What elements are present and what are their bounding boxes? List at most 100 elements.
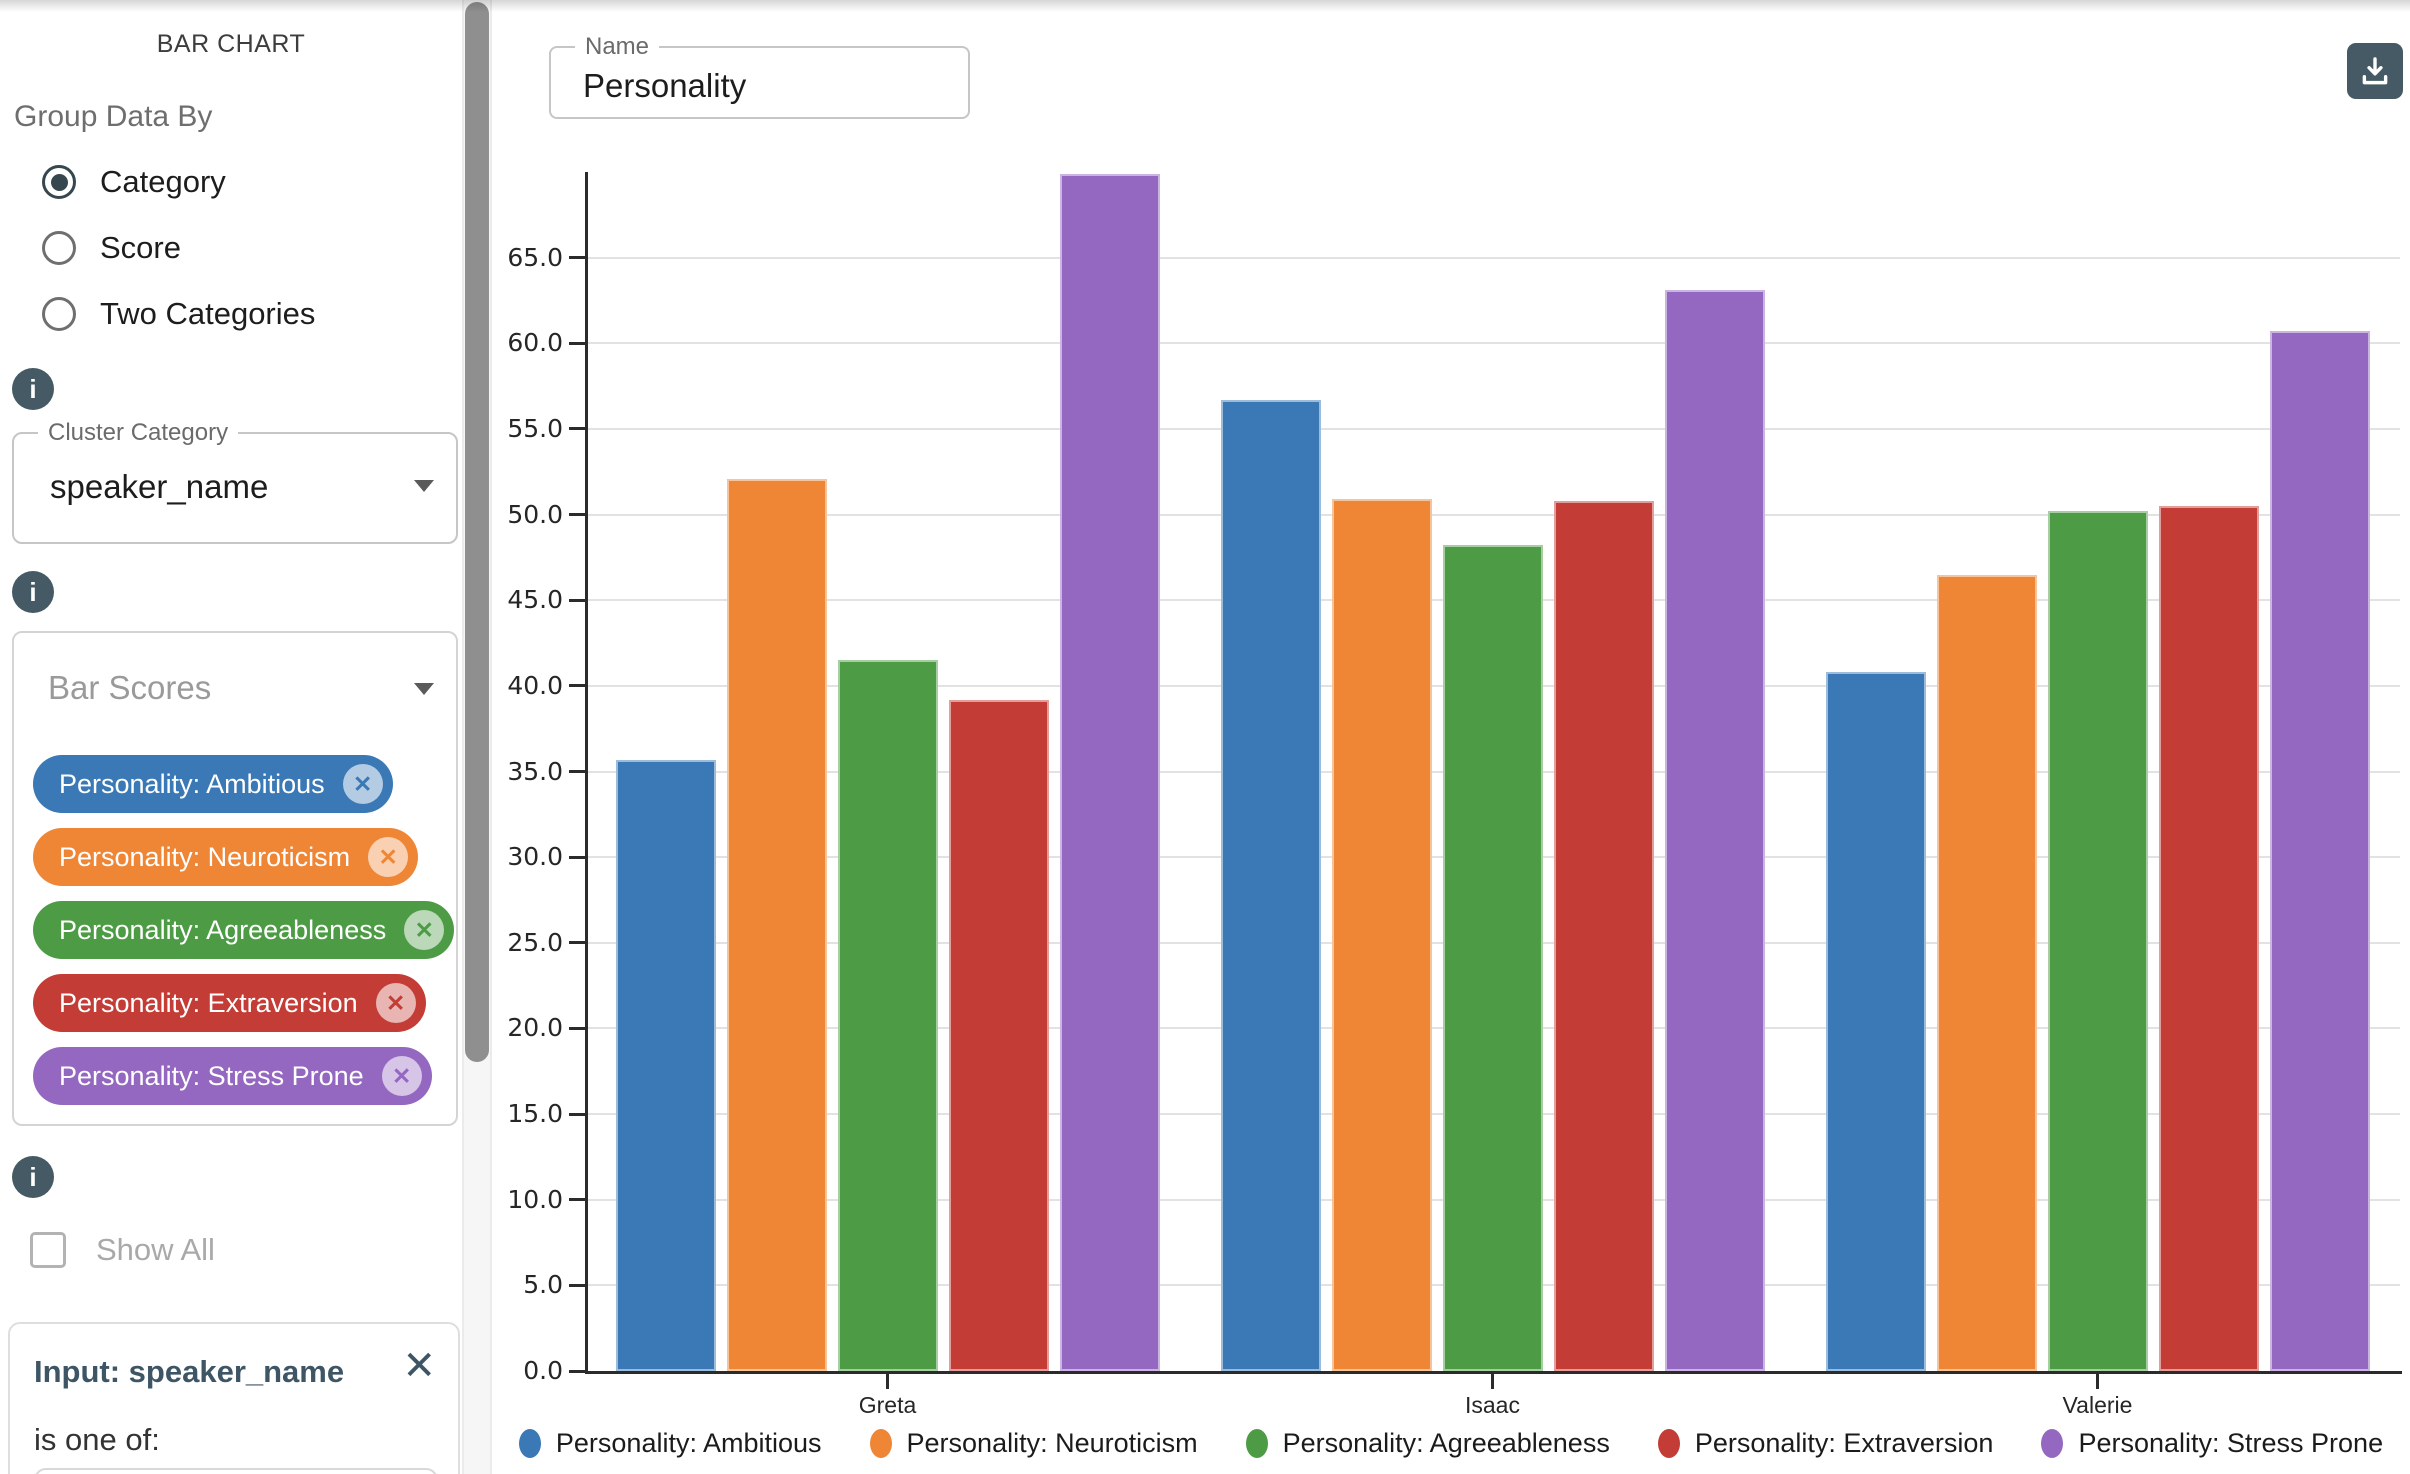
legend-label: Personality: Ambitious: [555, 1428, 822, 1458]
legend-label: Personality: Agreeableness: [1282, 1428, 1610, 1458]
legend-marker: [1657, 1429, 1680, 1458]
score-chip-label: Personality: Ambitious: [59, 768, 325, 799]
chart-name-label: Name: [575, 33, 660, 61]
y-tick-mark: [569, 427, 585, 431]
x-tick-label: Greta: [858, 1392, 917, 1418]
y-tick-label: 30.0: [507, 842, 563, 872]
chip-remove-icon[interactable]: ✕: [375, 983, 416, 1023]
bar-greta-3: [837, 660, 938, 1371]
download-icon: [2362, 57, 2388, 85]
bar-isaac-3: [1442, 545, 1543, 1371]
download-button[interactable]: [2347, 43, 2403, 99]
radio-selected-icon: [42, 165, 76, 199]
gridline: [585, 427, 2400, 430]
score-chip-label: Personality: Agreeableness: [59, 914, 387, 945]
sidebar-scrollbar-thumb[interactable]: [465, 2, 489, 1062]
radio-label: Two Categories: [100, 296, 316, 331]
filter-value-input[interactable]: [34, 1468, 438, 1474]
bar-valerie-2: [1936, 574, 2037, 1371]
y-tick-label: 25.0: [507, 927, 563, 957]
bar-valerie-5: [2269, 331, 2370, 1371]
close-icon[interactable]: ✕: [402, 1344, 436, 1388]
legend-marker: [869, 1429, 892, 1458]
radio-option-score[interactable]: Score: [42, 222, 315, 274]
y-tick-mark: [569, 1283, 585, 1287]
filter-panel-title: Input: speaker_name: [34, 1354, 345, 1389]
y-tick-label: 60.0: [507, 328, 563, 358]
bar-scores-label: Bar Scores: [48, 669, 212, 706]
legend-item: Personality: Ambitious: [518, 1428, 822, 1459]
y-tick-mark: [569, 598, 585, 602]
legend-item: Personality: Agreeableness: [1245, 1428, 1610, 1459]
bar-isaac-1: [1220, 399, 1321, 1371]
score-chip[interactable]: Personality: Extraversion ✕: [33, 974, 426, 1032]
chart-name-field[interactable]: Name Personality: [549, 33, 970, 119]
filter-panel-subtitle: is one of:: [34, 1422, 160, 1457]
score-chip-label: Personality: Neuroticism: [59, 841, 351, 872]
y-tick-label: 50.0: [507, 499, 563, 529]
radio-option-category[interactable]: Category: [42, 156, 315, 208]
legend-item: Personality: Stress Prone: [2041, 1428, 2383, 1459]
radio-label: Score: [100, 230, 181, 265]
x-tick-mark: [2096, 1374, 2099, 1389]
radio-option-two-categories[interactable]: Two Categories: [42, 288, 315, 340]
show-all-row: Show All: [30, 1232, 215, 1268]
x-tick-mark: [1491, 1374, 1494, 1389]
y-tick-label: 45.0: [507, 585, 563, 615]
chart-name-value: Personality: [583, 67, 747, 104]
y-tick-label: 15.0: [507, 1099, 563, 1129]
y-tick-mark: [569, 684, 585, 688]
x-tick-mark: [886, 1374, 889, 1389]
bar-greta-1: [615, 759, 716, 1371]
info-icon[interactable]: i: [12, 571, 54, 613]
y-tick-mark: [569, 770, 585, 773]
sidebar-title: BAR CHART: [156, 30, 306, 58]
y-tick-label: 65.0: [507, 242, 563, 272]
chip-remove-icon[interactable]: ✕: [342, 764, 383, 804]
bar-scores-select[interactable]: Bar Scores Personality: Ambitious ✕ Person…: [12, 631, 458, 1126]
bar-greta-2: [726, 478, 827, 1371]
bar-isaac-2: [1331, 499, 1432, 1371]
score-chip-label: Personality: Extraversion: [59, 987, 358, 1018]
chip-remove-icon[interactable]: ✕: [368, 837, 409, 877]
y-tick-label: 20.0: [507, 1013, 563, 1043]
radio-label: Category: [100, 164, 226, 199]
score-chip[interactable]: Personality: Agreeableness ✕: [33, 901, 455, 959]
group-data-by-label: Group Data By: [14, 100, 213, 133]
y-tick-mark: [569, 1026, 585, 1030]
chip-remove-icon[interactable]: ✕: [404, 910, 445, 950]
score-chip[interactable]: Personality: Stress Prone ✕: [33, 1047, 432, 1105]
x-axis-line: [585, 1371, 2402, 1374]
sidebar: BAR CHART Group Data By Category Score Two…: [0, 0, 462, 1474]
y-tick-mark: [569, 341, 585, 345]
show-all-checkbox[interactable]: [30, 1232, 66, 1268]
y-tick-mark: [569, 855, 585, 859]
bar-greta-4: [948, 699, 1049, 1371]
bar-valerie-1: [1825, 672, 1926, 1371]
score-chip[interactable]: Personality: Ambitious ✕: [33, 755, 393, 813]
info-icon[interactable]: i: [12, 368, 54, 410]
legend-item: Personality: Neuroticism: [869, 1428, 1198, 1459]
y-tick-label: 5.0: [523, 1270, 563, 1300]
radio-unselected-icon: [42, 297, 76, 331]
y-tick-mark: [569, 256, 585, 260]
radio-dot: [50, 173, 68, 191]
gridline: [585, 513, 2400, 516]
chip-remove-icon[interactable]: ✕: [381, 1056, 422, 1096]
legend-item: Personality: Extraversion: [1657, 1428, 1994, 1459]
info-icon[interactable]: i: [12, 1156, 54, 1198]
bar-valerie-4: [2158, 506, 2259, 1371]
y-tick-mark: [569, 513, 585, 517]
legend-label: Personality: Extraversion: [1694, 1428, 1994, 1458]
y-tick-mark: [569, 941, 585, 945]
cluster-category-select[interactable]: Cluster Category speaker_name: [12, 419, 458, 544]
legend-marker: [2041, 1429, 2064, 1458]
chevron-down-icon: [414, 480, 434, 492]
radio-unselected-icon: [42, 231, 76, 265]
score-chip[interactable]: Personality: Neuroticism ✕: [33, 828, 419, 886]
group-data-by-radio-group: Category Score Two Categories: [42, 156, 315, 354]
bar-isaac-5: [1664, 290, 1765, 1371]
y-axis-line: [585, 172, 588, 1374]
legend-marker: [518, 1429, 541, 1458]
